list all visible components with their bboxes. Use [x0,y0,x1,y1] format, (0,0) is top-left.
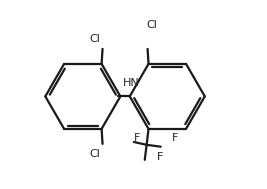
Text: Cl: Cl [90,149,100,159]
Text: F: F [156,152,163,162]
Text: Cl: Cl [147,20,158,30]
Text: Cl: Cl [90,34,100,44]
Text: F: F [172,133,178,143]
Text: HN: HN [123,78,140,88]
Text: F: F [134,133,140,143]
